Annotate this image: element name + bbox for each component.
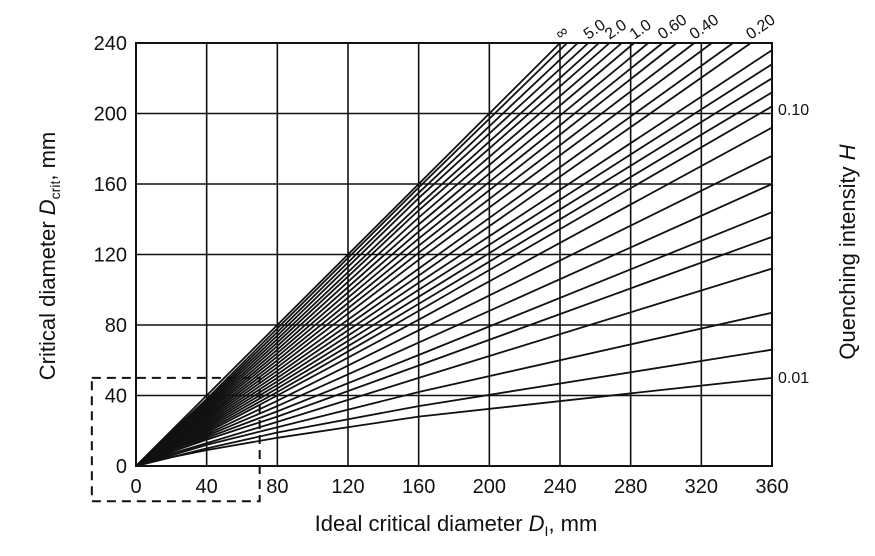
series-line-18 bbox=[135, 91, 773, 467]
plot-frame bbox=[135, 42, 773, 467]
y-tick-labels: 0 40 80 120 160 200 240 bbox=[94, 33, 127, 478]
inset-region-box bbox=[90, 376, 261, 503]
series-line-14 bbox=[135, 42, 752, 467]
x-tick-label-6: 240 bbox=[543, 476, 576, 498]
x-tick-label-8: 320 bbox=[685, 476, 718, 498]
top-h-label-4: 0.60 bbox=[655, 11, 690, 43]
x-tick-label-1: 40 bbox=[196, 476, 218, 498]
series-line-2 bbox=[135, 42, 579, 467]
x-tick-label-5: 200 bbox=[473, 476, 506, 498]
y-tick-label-4: 160 bbox=[94, 174, 127, 196]
x-tick-label-4: 160 bbox=[402, 476, 435, 498]
x-tick-label-3: 120 bbox=[331, 476, 364, 498]
y-tick-label-6: 240 bbox=[94, 33, 127, 55]
series-line-22 bbox=[135, 183, 773, 467]
series-line-10 bbox=[135, 42, 678, 467]
x-tick-label-2: 80 bbox=[266, 476, 288, 498]
right-h-label-1: 0.01 bbox=[778, 370, 809, 387]
x-tick-label-0: 0 bbox=[130, 476, 141, 498]
top-h-label-5: 0.40 bbox=[687, 11, 722, 43]
y-tick-label-2: 80 bbox=[105, 315, 127, 337]
y-axis-title: Critical diameter Dcrit, mm bbox=[35, 132, 63, 381]
top-h-label-2: 2.0 bbox=[602, 17, 630, 44]
top-h-label-0: ∞ bbox=[553, 23, 572, 43]
series-line-4 bbox=[135, 42, 600, 467]
x-tick-label-9: 360 bbox=[755, 476, 788, 498]
series-line-20 bbox=[135, 126, 773, 467]
right-axis-title: Quenching intensity H bbox=[835, 144, 860, 359]
series-layer bbox=[135, 42, 773, 467]
top-h-label-6: 0.20 bbox=[743, 11, 778, 43]
right-h-label-0: 0.10 bbox=[778, 102, 809, 119]
series-line-8 bbox=[135, 42, 649, 467]
quenching-intensity-right-labels: 0.10 0.01 bbox=[778, 102, 809, 387]
series-line-16 bbox=[135, 63, 773, 467]
y-tick-label-1: 40 bbox=[105, 386, 127, 408]
x-tick-label-7: 280 bbox=[614, 476, 647, 498]
series-line-28 bbox=[135, 377, 773, 467]
series-line-24 bbox=[135, 236, 773, 467]
series-line-26 bbox=[135, 311, 773, 467]
top-h-label-3: 1.0 bbox=[627, 17, 655, 44]
x-tick-labels: 0 40 80 120 160 200 240 280 320 360 bbox=[130, 476, 788, 498]
series-line-0 bbox=[135, 42, 561, 467]
quenching-intensity-top-labels: ∞ 5.02.01.0 0.600.40 0.20 bbox=[553, 11, 779, 43]
series-line-12 bbox=[135, 42, 713, 467]
y-tick-label-0: 0 bbox=[116, 456, 127, 478]
series-line-25 bbox=[135, 267, 773, 467]
x-axis-title: Ideal critical diameter DI, mm bbox=[315, 511, 598, 539]
y-tick-label-3: 120 bbox=[94, 245, 127, 267]
y-tick-label-5: 200 bbox=[94, 104, 127, 126]
